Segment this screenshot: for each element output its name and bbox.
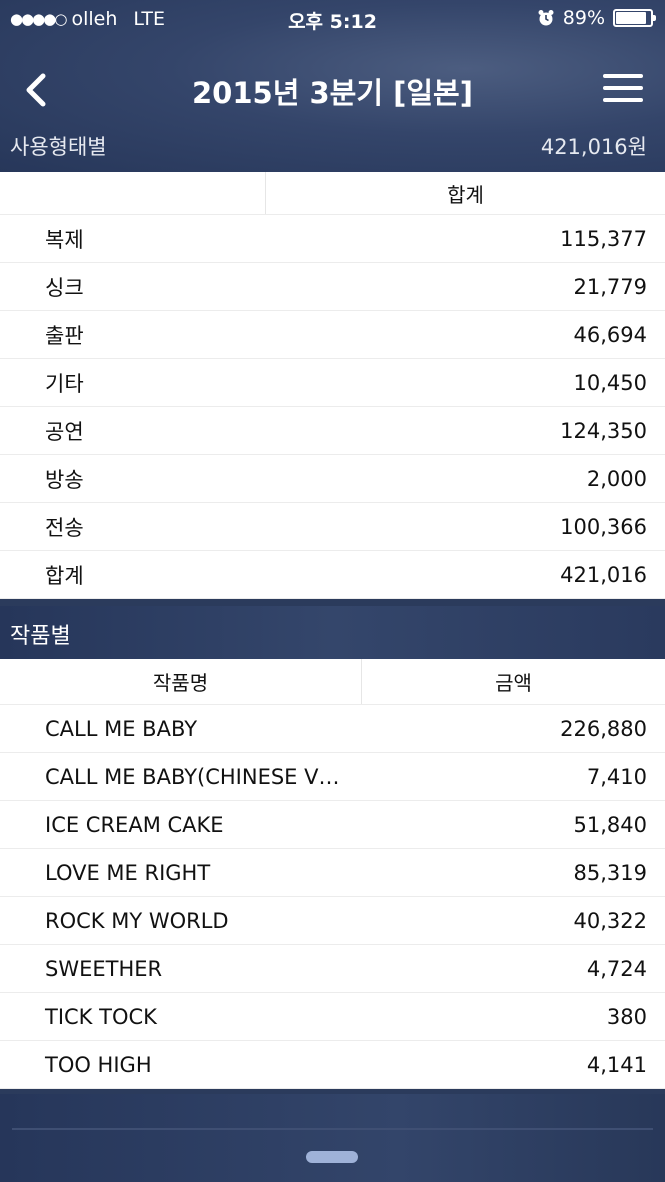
usage-row[interactable]: 방송 2,000 <box>0 455 665 503</box>
carrier-label: olleh <box>71 8 118 30</box>
usage-row-value: 21,779 <box>573 274 647 299</box>
usage-row-name: 방송 <box>45 467 84 492</box>
works-table-header: 작품명 금액 <box>0 659 665 705</box>
usage-row-value: 100,366 <box>560 514 647 539</box>
work-row-value: 380 <box>606 1004 647 1029</box>
usage-row-value: 46,694 <box>573 322 647 347</box>
usage-row-value: 2,000 <box>586 466 647 491</box>
work-row-value: 4,724 <box>586 956 647 981</box>
work-row-value: 40,322 <box>573 908 647 933</box>
bottom-toolbar <box>0 1094 665 1182</box>
usage-table-header: 합계 <box>0 172 665 215</box>
work-row-value: 51,840 <box>573 812 647 837</box>
usage-row-name: 기타 <box>45 371 84 396</box>
works-header-name: 작품명 <box>152 671 209 695</box>
network-label: LTE <box>133 8 165 30</box>
work-row-name: ROCK MY WORLD <box>45 908 229 933</box>
work-row[interactable]: CALL ME BABY 226,880 <box>0 705 665 753</box>
back-button[interactable] <box>18 70 58 110</box>
work-row[interactable]: LOVE ME RIGHT 85,319 <box>0 849 665 897</box>
usage-rows: 복제 115,377 싱크 21,779 출판 46,694 기타 10,450 공연 124,3… <box>0 215 665 599</box>
header-background <box>0 0 665 172</box>
usage-row[interactable]: 출판 46,694 <box>0 311 665 359</box>
status-right: 89% <box>537 7 656 29</box>
work-row[interactable]: ICE CREAM CAKE 51,840 <box>0 801 665 849</box>
hamburger-menu-icon <box>603 74 643 78</box>
work-row-name: CALL ME BABY <box>45 716 198 741</box>
works-header-amount: 금액 <box>361 659 665 704</box>
usage-row[interactable]: 싱크 21,779 <box>0 263 665 311</box>
work-row-value: 4,141 <box>586 1052 647 1077</box>
usage-row[interactable]: 공연 124,350 <box>0 407 665 455</box>
works-rows: CALL ME BABY 226,880 CALL ME BABY(CHINESE … <box>0 705 665 1089</box>
usage-section-title: 사용형태별 <box>10 135 107 159</box>
status-bar: ●●●●○ olleh LTE 오후 5:12 89% <box>0 0 665 38</box>
work-row-name: ICE CREAM CAKE <box>45 812 224 837</box>
work-row-name: CALL ME BABY(CHINESE V… <box>45 764 340 789</box>
work-row[interactable]: ROCK MY WORLD 40,322 <box>0 897 665 945</box>
works-section-title: 작품별 <box>10 624 71 649</box>
work-row[interactable]: CALL ME BABY(CHINESE V… 7,410 <box>0 753 665 801</box>
navigation-bar: 2015년 3분기 [일본] <box>0 56 665 126</box>
usage-table: 합계 복제 115,377 싱크 21,779 출판 46,694 기타 10,450 공연 12… <box>0 172 665 599</box>
usage-row-name: 복제 <box>45 227 84 252</box>
usage-row[interactable]: 합계 421,016 <box>0 551 665 599</box>
usage-row-value: 10,450 <box>573 370 647 395</box>
usage-row-name: 합계 <box>45 563 84 588</box>
battery-percent: 89% <box>562 7 605 29</box>
works-section-header: 작품별 <box>0 606 665 659</box>
bottom-divider <box>12 1128 653 1130</box>
works-table: 작품명 금액 CALL ME BABY 226,880 CALL ME BABY(C… <box>0 659 665 1089</box>
work-row-value: 85,319 <box>573 860 647 885</box>
page-title: 2015년 3분기 [일본] <box>192 76 473 110</box>
usage-row-value: 421,016 <box>560 562 647 587</box>
alarm-clock-icon <box>538 10 554 26</box>
work-row[interactable]: SWEETHER 4,724 <box>0 945 665 993</box>
menu-button[interactable] <box>603 74 643 106</box>
chevron-left-icon <box>26 73 46 107</box>
work-row-name: TICK TOCK <box>45 1004 157 1029</box>
usage-row-name: 싱크 <box>45 275 84 300</box>
usage-row-value: 124,350 <box>560 418 647 443</box>
work-row[interactable]: TICK TOCK 380 <box>0 993 665 1041</box>
signal-strength-icon: ●●●●○ <box>10 10 67 28</box>
work-row[interactable]: TOO HIGH 4,141 <box>0 1041 665 1089</box>
usage-row[interactable]: 전송 100,366 <box>0 503 665 551</box>
usage-section-header: 사용형태별 421,016원 <box>0 128 665 172</box>
usage-row-name: 전송 <box>45 515 84 540</box>
battery-fill <box>616 12 647 24</box>
usage-row[interactable]: 기타 10,450 <box>0 359 665 407</box>
usage-row-name: 공연 <box>45 419 84 444</box>
usage-row-value: 115,377 <box>560 226 647 251</box>
work-row-name: SWEETHER <box>45 956 163 981</box>
battery-icon <box>613 9 656 27</box>
status-left: ●●●●○ olleh LTE <box>10 8 165 30</box>
usage-header-blank <box>0 172 265 214</box>
drag-handle[interactable] <box>306 1151 358 1163</box>
work-row-value: 226,880 <box>560 716 647 741</box>
work-row-name: LOVE ME RIGHT <box>45 860 211 885</box>
work-row-name: TOO HIGH <box>45 1052 152 1077</box>
usage-row-name: 출판 <box>45 323 84 348</box>
usage-header-total: 합계 <box>265 172 665 214</box>
work-row-value: 7,410 <box>586 764 647 789</box>
usage-row[interactable]: 복제 115,377 <box>0 215 665 263</box>
usage-section-total: 421,016원 <box>540 135 647 159</box>
status-time: 오후 5:12 <box>288 11 377 33</box>
